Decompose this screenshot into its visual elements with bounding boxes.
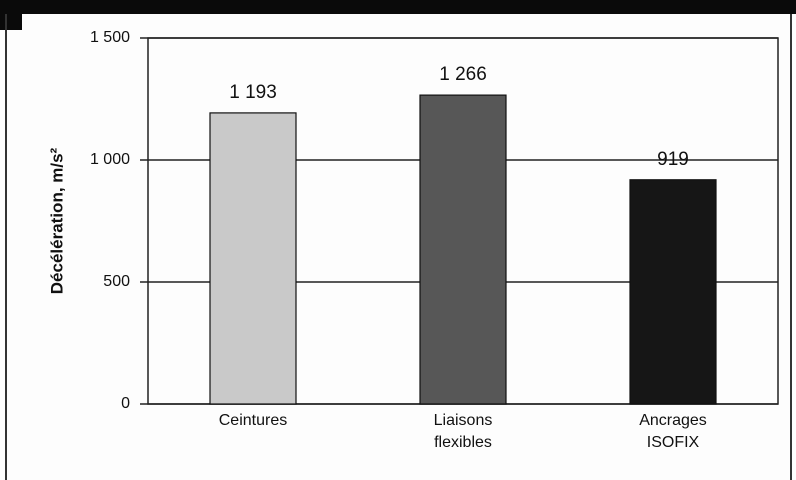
y-tick-label: 0: [121, 395, 130, 412]
value-label: 1 266: [439, 64, 487, 85]
x-tick-label: Ancrages ISOFIX: [639, 412, 707, 451]
value-label: 1 193: [229, 82, 277, 103]
value-label: 919: [657, 149, 689, 170]
y-axis-label: Décélération, m/s²: [47, 147, 66, 294]
y-tick-label: 1 500: [90, 29, 130, 46]
y-tick-label: 1 000: [90, 151, 130, 168]
bar: [419, 94, 507, 405]
y-tick-label: 500: [103, 273, 130, 290]
x-tick-label: Ceintures: [218, 412, 288, 429]
bar: [209, 112, 297, 405]
bar: [629, 179, 717, 405]
top-band: [0, 0, 796, 14]
x-tick-label: Liaisons flexibles: [433, 412, 493, 451]
corner-block: [0, 0, 22, 30]
